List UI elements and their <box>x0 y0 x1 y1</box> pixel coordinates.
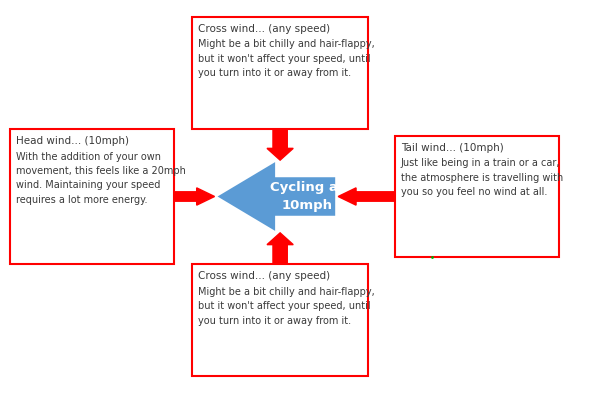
Polygon shape <box>174 188 215 205</box>
Text: Cross wind... (any speed): Cross wind... (any speed) <box>198 271 330 281</box>
FancyBboxPatch shape <box>192 17 368 129</box>
Polygon shape <box>267 129 293 160</box>
FancyBboxPatch shape <box>10 129 174 264</box>
Polygon shape <box>338 188 395 205</box>
Text: Cycling at
10mph: Cycling at 10mph <box>270 182 344 211</box>
Polygon shape <box>218 162 335 231</box>
FancyBboxPatch shape <box>192 264 368 376</box>
Text: Might be a bit chilly and hair-flappy,
but it won't affect your speed, until
you: Might be a bit chilly and hair-flappy, b… <box>198 287 375 326</box>
Text: With the addition of your own
movement, this feels like a 20mph
wind. Maintainin: With the addition of your own movement, … <box>16 151 187 205</box>
Text: Tail wind... (10mph): Tail wind... (10mph) <box>401 143 504 152</box>
FancyBboxPatch shape <box>395 136 559 257</box>
Polygon shape <box>267 233 293 264</box>
Text: Might be a bit chilly and hair-flappy,
but it won't affect your speed, until
you: Might be a bit chilly and hair-flappy, b… <box>198 40 375 78</box>
Text: Cross wind... (any speed): Cross wind... (any speed) <box>198 24 330 34</box>
Text: Head wind... (10mph): Head wind... (10mph) <box>16 136 129 146</box>
Text: Just like being in a train or a car,
the atmosphere is travelling with
you so yo: Just like being in a train or a car, the… <box>401 158 563 197</box>
